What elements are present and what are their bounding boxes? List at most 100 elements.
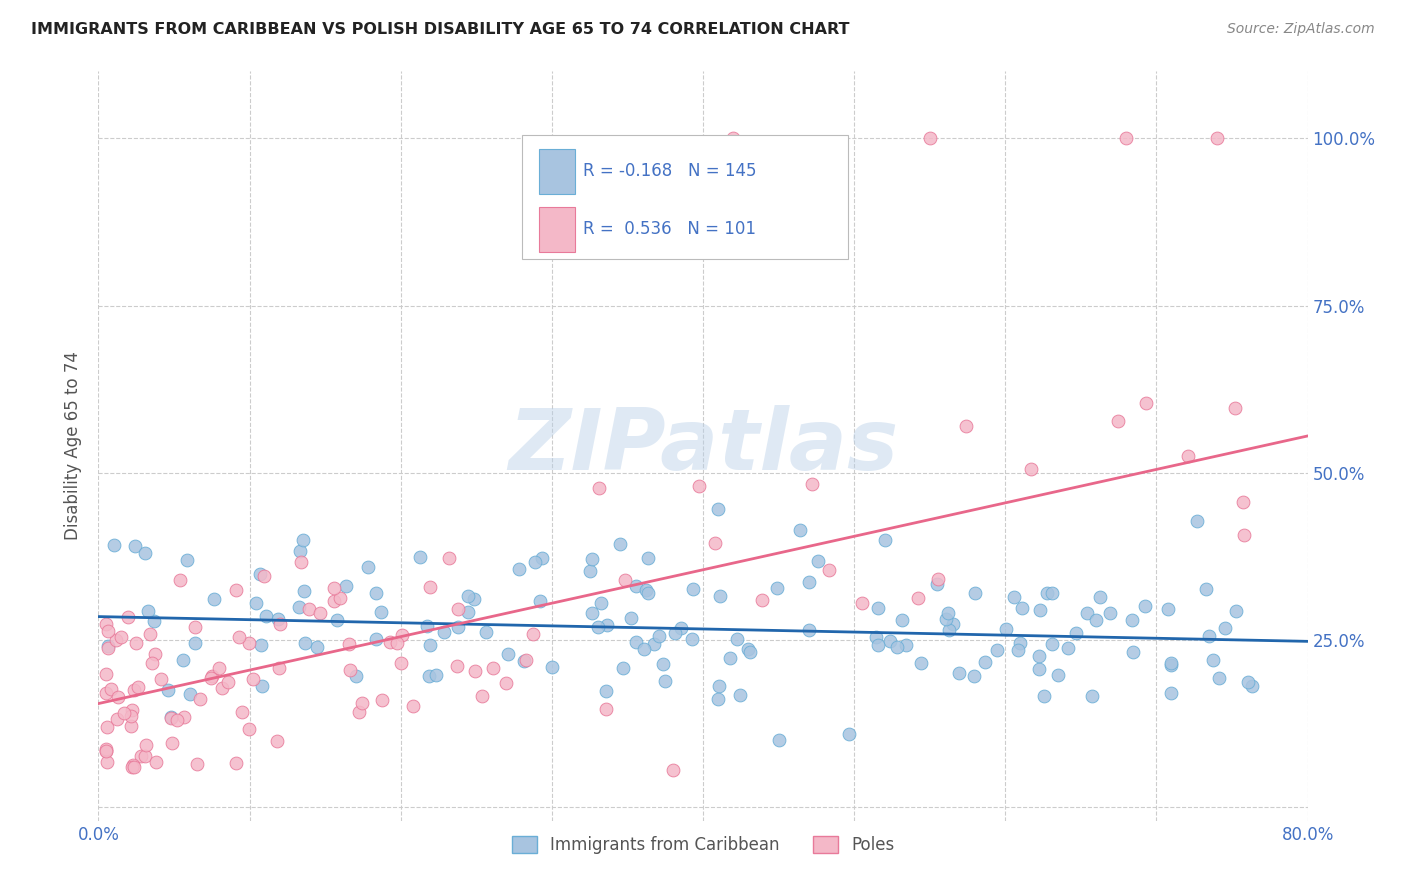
Point	[609, 537, 631, 551]
Point	[307, 640, 329, 654]
Point	[245, 596, 267, 610]
Point	[1028, 662, 1050, 676]
Point	[879, 634, 901, 648]
Point	[121, 703, 143, 717]
Point	[166, 713, 188, 727]
Point	[865, 630, 887, 644]
Point	[709, 589, 731, 603]
Point	[1036, 586, 1059, 600]
Point	[481, 661, 503, 675]
Point	[475, 625, 498, 640]
Point	[188, 691, 211, 706]
Point	[1076, 606, 1098, 620]
Point	[432, 625, 454, 640]
Point	[963, 669, 986, 683]
Point	[508, 562, 530, 576]
Point	[290, 555, 312, 569]
Point	[1185, 514, 1208, 528]
Point	[121, 757, 143, 772]
Point	[868, 638, 890, 652]
Point	[765, 581, 787, 595]
Point	[626, 579, 648, 593]
Point	[145, 755, 167, 769]
Point	[110, 630, 132, 644]
Point	[103, 538, 125, 552]
Point	[183, 620, 205, 634]
Text: ZIPatlas: ZIPatlas	[508, 404, 898, 488]
Point	[1032, 689, 1054, 703]
Point	[1157, 602, 1180, 616]
Point	[184, 636, 207, 650]
Point	[127, 681, 149, 695]
Point	[942, 616, 965, 631]
Point	[100, 682, 122, 697]
Point	[1160, 656, 1182, 670]
Point	[201, 669, 224, 683]
Point	[120, 719, 142, 733]
Text: R =  0.536   N = 101: R = 0.536 N = 101	[583, 220, 756, 238]
Point	[439, 551, 461, 566]
Point	[96, 720, 118, 734]
Point	[292, 584, 315, 599]
Point	[447, 601, 470, 615]
Point	[620, 611, 643, 625]
Point	[873, 533, 896, 547]
Point	[143, 648, 166, 662]
Point	[588, 620, 610, 634]
Point	[107, 690, 129, 705]
Point	[612, 661, 634, 675]
Point	[225, 582, 247, 597]
Point	[595, 683, 617, 698]
Point	[1240, 680, 1263, 694]
Point	[1160, 658, 1182, 673]
Point	[681, 632, 703, 646]
Point	[125, 636, 148, 650]
Point	[463, 592, 485, 607]
Point	[581, 551, 603, 566]
Point	[169, 573, 191, 587]
Point	[409, 549, 432, 564]
FancyBboxPatch shape	[538, 149, 575, 194]
Point	[718, 651, 741, 665]
Point	[1202, 653, 1225, 667]
Point	[419, 638, 441, 652]
Point	[249, 567, 271, 582]
Point	[1121, 613, 1143, 627]
Point	[186, 756, 208, 771]
Point	[122, 682, 145, 697]
Point	[1225, 604, 1247, 618]
Point	[799, 574, 821, 589]
Point	[294, 636, 316, 650]
Point	[308, 606, 330, 620]
Point	[94, 686, 117, 700]
Point	[457, 606, 479, 620]
Point	[643, 637, 665, 651]
Point	[134, 749, 156, 764]
Point	[446, 659, 468, 673]
Point	[1057, 640, 1080, 655]
Point	[105, 633, 128, 648]
Point	[339, 663, 361, 677]
Point	[250, 679, 273, 693]
Point	[298, 602, 321, 616]
Point	[378, 635, 401, 649]
Point	[1040, 637, 1063, 651]
Point	[179, 687, 201, 701]
Point	[350, 696, 373, 710]
Point	[1002, 590, 1025, 604]
Point	[349, 706, 371, 720]
Point	[207, 661, 229, 675]
Point	[963, 586, 986, 600]
Point	[105, 712, 128, 726]
Point	[97, 639, 120, 653]
FancyBboxPatch shape	[522, 135, 848, 259]
Point	[96, 755, 118, 769]
Point	[789, 524, 811, 538]
Point	[94, 617, 117, 632]
Point	[1008, 636, 1031, 650]
Point	[120, 709, 142, 723]
Point	[94, 741, 117, 756]
Point	[1011, 600, 1033, 615]
Point	[391, 627, 413, 641]
Point	[288, 600, 311, 615]
